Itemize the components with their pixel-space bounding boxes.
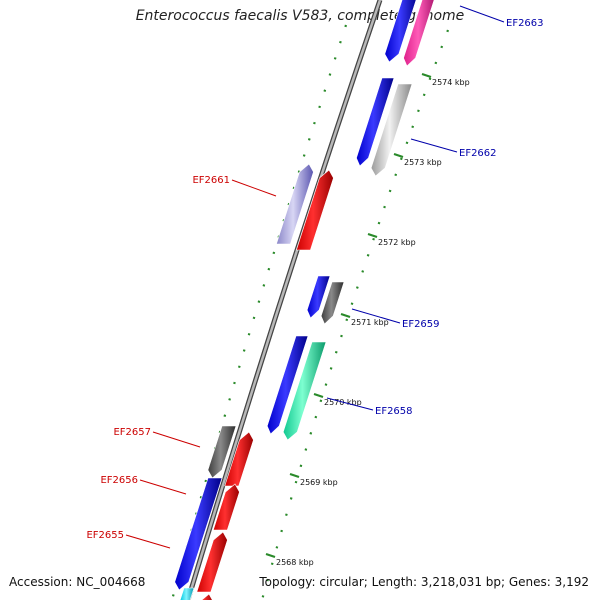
tick-mark <box>313 392 324 399</box>
gene-label-ef2656[interactable]: EF2656 <box>100 475 138 486</box>
gene-ef2661-red[interactable] <box>295 169 334 251</box>
gene-ef2661-lavender[interactable] <box>275 163 314 245</box>
outer-dotted-arc <box>260 29 450 600</box>
gene-label-layer: EF2663 EF2662 EF2661 EF2659 EF2658 EF2657 EF26… <box>86 5 544 549</box>
gene-layer <box>174 0 436 600</box>
gene-ef2656-blue[interactable] <box>174 477 223 591</box>
tick-mark <box>421 72 432 79</box>
accession-text: Accession: NC_004668 <box>9 575 146 589</box>
gene-ef2658-teal[interactable] <box>282 341 327 441</box>
gene-label-ef2663[interactable]: EF2663 <box>506 18 544 29</box>
tick-label: 2569 kbp <box>300 478 338 487</box>
tick-label: 2573 kbp <box>404 158 442 167</box>
gene-ef2662-silver[interactable] <box>370 83 413 177</box>
tick-mark <box>265 552 276 559</box>
gene-leader-line <box>139 479 187 495</box>
gene-leader-line <box>459 5 505 23</box>
gene-leader-line <box>410 138 458 153</box>
gene-label-ef2661[interactable]: EF2661 <box>192 175 230 186</box>
gene-ef2659-dark[interactable] <box>320 281 345 325</box>
gene-ef2657-dark[interactable] <box>207 425 237 479</box>
gene-ef2663-magenta[interactable] <box>403 0 436 67</box>
gene-label-ef2659[interactable]: EF2659 <box>402 319 440 330</box>
tick-mark <box>367 232 378 239</box>
gene-ef2663-blue[interactable] <box>384 0 418 63</box>
gene-ef2657-red[interactable] <box>224 431 254 487</box>
tick-mark <box>289 472 300 479</box>
gene-leader-line <box>231 179 277 197</box>
gene-ef2658-blue[interactable] <box>266 335 309 435</box>
gene-label-ef2657[interactable]: EF2657 <box>113 427 151 438</box>
gene-leader-line <box>125 534 171 549</box>
gene-leader-line <box>326 397 374 411</box>
tick-label: 2572 kbp <box>378 238 416 247</box>
gene-ef2662-blue[interactable] <box>356 77 395 167</box>
topology-text: Topology: circular; Length: 3,218,031 bp… <box>259 575 589 589</box>
gene-label-ef2662[interactable]: EF2662 <box>459 148 497 159</box>
gene-ef2654-red[interactable] <box>196 593 214 600</box>
gene-leader-line <box>152 431 201 448</box>
gene-label-ef2655[interactable]: EF2655 <box>86 530 124 541</box>
gene-ef2659-blue[interactable] <box>306 275 331 319</box>
backbone-shadow <box>185 0 383 600</box>
gene-leader-line <box>351 308 401 324</box>
gene-ef2654-cyan[interactable] <box>179 587 195 600</box>
gene-ef2655-red[interactable] <box>196 531 228 593</box>
backbone <box>186 0 382 600</box>
tick-label: 2568 kbp <box>276 558 314 567</box>
inner-dotted-arc <box>170 24 348 600</box>
gene-label-ef2658[interactable]: EF2658 <box>375 406 413 417</box>
genome-title: Enterococcus faecalis V583, complete gen… <box>135 8 465 24</box>
tick-mark <box>340 312 351 319</box>
gene-ef2656-red[interactable] <box>212 483 240 531</box>
tick-label: 2571 kbp <box>351 318 389 327</box>
tick-mark <box>393 152 404 159</box>
tick-label: 2574 kbp <box>432 78 470 87</box>
